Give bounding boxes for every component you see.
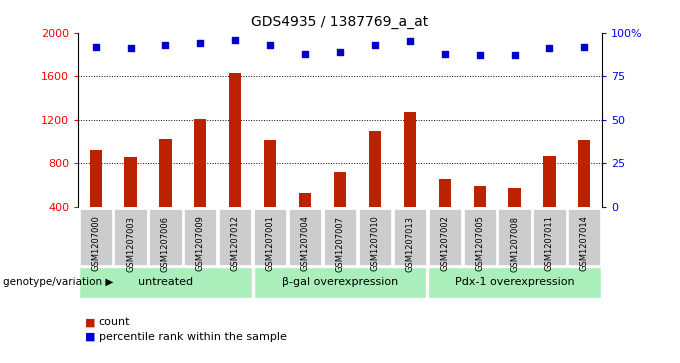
Bar: [124, 157, 137, 207]
Bar: [509, 188, 521, 207]
Point: [544, 45, 555, 51]
Text: GSM1207005: GSM1207005: [475, 216, 484, 272]
Text: ■: ■: [85, 332, 95, 342]
Text: GSM1207003: GSM1207003: [126, 216, 135, 272]
Text: GSM1207002: GSM1207002: [440, 216, 449, 272]
Point: [439, 51, 450, 57]
Point: [369, 42, 380, 48]
Point: [125, 45, 136, 51]
Point: [579, 44, 590, 49]
Bar: [439, 179, 451, 207]
Text: β-gal overexpression: β-gal overexpression: [282, 277, 398, 287]
Text: ■: ■: [85, 317, 95, 327]
Bar: [578, 140, 590, 207]
Bar: [543, 156, 556, 207]
Text: GSM1207000: GSM1207000: [91, 216, 100, 272]
Bar: [159, 139, 171, 207]
Text: GSM1207014: GSM1207014: [580, 216, 589, 272]
Bar: [334, 172, 346, 207]
Bar: [264, 140, 276, 207]
Text: GSM1207013: GSM1207013: [405, 216, 414, 272]
Point: [509, 52, 520, 58]
Point: [300, 51, 311, 57]
Text: GSM1207010: GSM1207010: [371, 216, 379, 272]
FancyBboxPatch shape: [428, 267, 600, 298]
Bar: [369, 131, 381, 207]
Text: GSM1207011: GSM1207011: [545, 216, 554, 272]
Bar: [299, 193, 311, 207]
Text: GSM1207001: GSM1207001: [266, 216, 275, 272]
Point: [90, 44, 101, 49]
Point: [335, 49, 345, 55]
Bar: [90, 150, 102, 207]
FancyBboxPatch shape: [80, 267, 252, 298]
FancyBboxPatch shape: [254, 267, 426, 298]
Text: genotype/variation ▶: genotype/variation ▶: [3, 277, 114, 287]
Point: [405, 38, 415, 44]
Bar: [473, 186, 486, 207]
Text: GSM1207006: GSM1207006: [161, 216, 170, 272]
Point: [160, 42, 171, 48]
Point: [265, 42, 275, 48]
Text: percentile rank within the sample: percentile rank within the sample: [99, 332, 286, 342]
Text: GSM1207008: GSM1207008: [510, 216, 519, 272]
Text: Pdx-1 overexpression: Pdx-1 overexpression: [455, 277, 575, 287]
Bar: [404, 112, 416, 207]
Text: untreated: untreated: [138, 277, 193, 287]
Text: GSM1207007: GSM1207007: [335, 216, 345, 272]
Point: [230, 37, 241, 42]
Text: GSM1207009: GSM1207009: [196, 216, 205, 272]
Bar: [229, 73, 241, 207]
Point: [474, 52, 485, 58]
Text: GSM1207004: GSM1207004: [301, 216, 309, 272]
Text: count: count: [99, 317, 130, 327]
Bar: [194, 119, 207, 207]
Point: [195, 40, 206, 46]
Title: GDS4935 / 1387769_a_at: GDS4935 / 1387769_a_at: [252, 15, 428, 29]
Text: GSM1207012: GSM1207012: [231, 216, 240, 272]
